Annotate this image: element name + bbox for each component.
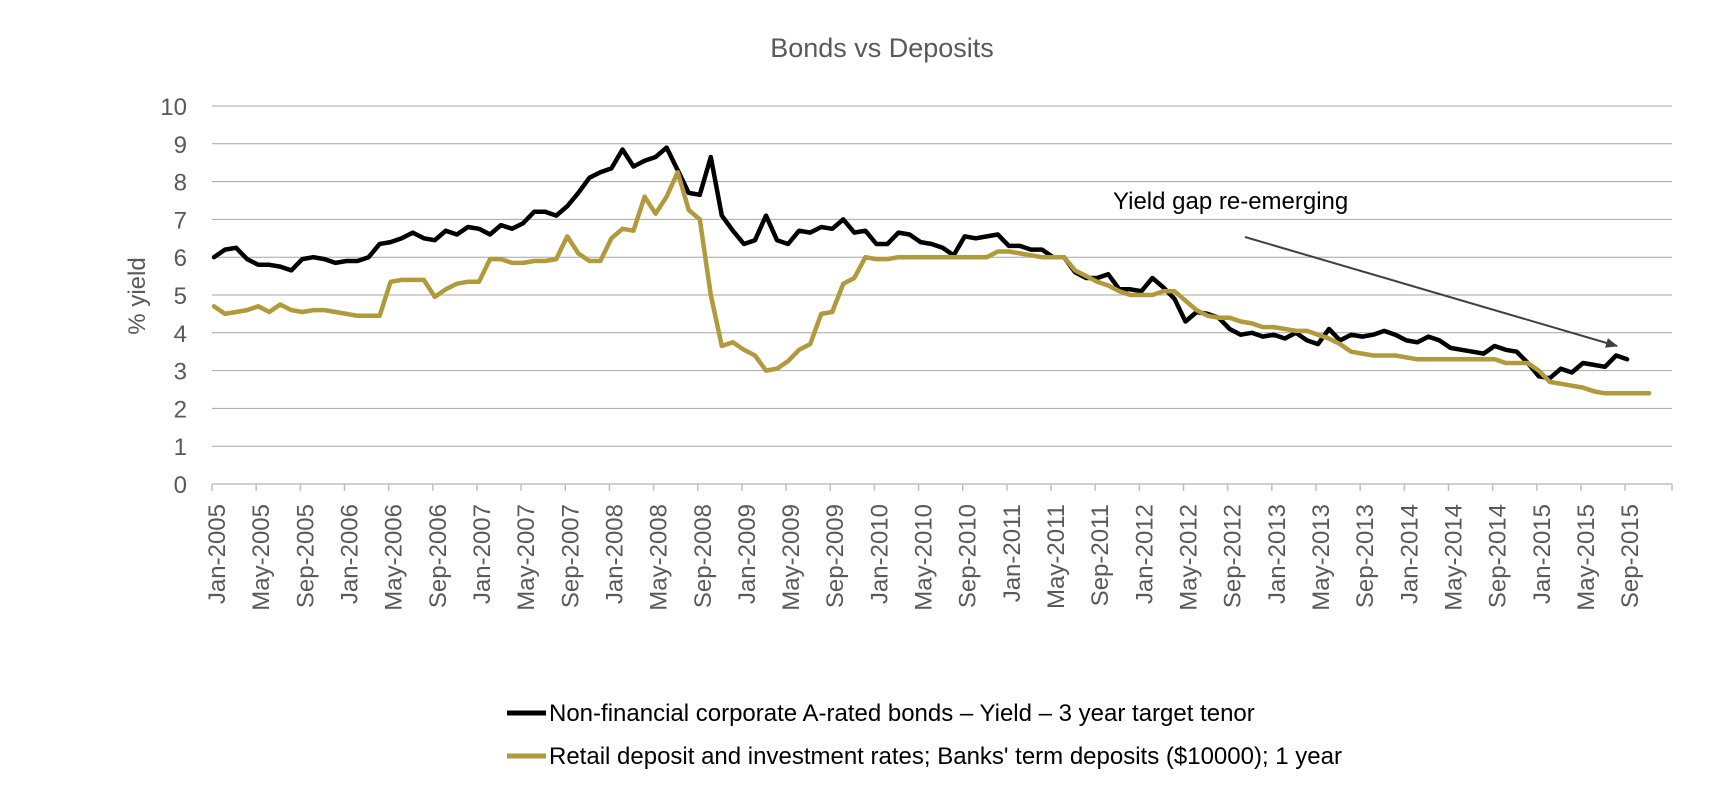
x-tick-label: Jan-2015 <box>1529 504 1556 604</box>
x-tick-label: Sep-2011 <box>1087 504 1114 606</box>
x-tick-label: May-2005 <box>248 504 275 611</box>
y-tick-label: 9 <box>174 132 187 159</box>
x-tick-label: May-2007 <box>513 504 540 611</box>
x-tick-label: May-2010 <box>911 504 938 611</box>
series-line-0 <box>211 145 1630 381</box>
x-tick-label: Sep-2013 <box>1352 504 1379 608</box>
y-tick-label: 2 <box>174 396 187 423</box>
x-tick-label: Jan-2011 <box>999 504 1026 602</box>
x-tick-label: Sep-2007 <box>557 504 584 608</box>
x-tick-label: May-2015 <box>1573 504 1600 611</box>
y-tick-label: 4 <box>174 321 187 348</box>
x-tick-label: Sep-2010 <box>955 504 982 608</box>
x-tick-label: Sep-2012 <box>1220 504 1247 608</box>
x-tick-label: Jan-2005 <box>204 504 231 604</box>
x-tick-label: Jan-2008 <box>601 504 628 604</box>
legend-label-bonds: Non-financial corporate A-rated bonds – … <box>549 700 1255 727</box>
y-tick-label: 6 <box>174 245 187 272</box>
x-tick-label: May-2014 <box>1440 504 1467 611</box>
x-tick-label: May-2008 <box>646 504 673 611</box>
y-tick-label: 0 <box>174 472 187 499</box>
gridlines <box>212 105 1672 447</box>
x-tick-label: Sep-2008 <box>690 504 717 608</box>
x-tick-label: Sep-2009 <box>822 504 849 608</box>
y-axis-ticks: 0 1 2 3 4 5 6 7 8 9 10 <box>160 94 187 499</box>
x-tick-label: Jan-2009 <box>734 504 761 604</box>
x-tick-label: Jan-2014 <box>1396 504 1423 604</box>
y-tick-label: 1 <box>174 434 187 461</box>
x-tick-label: Sep-2014 <box>1485 504 1512 608</box>
x-tick-label: Jan-2006 <box>336 504 363 604</box>
x-tick-label: May-2011 <box>1043 504 1070 609</box>
x-axis-ticks: Jan-2005 May-2005 Sep-2005 Jan-2006 May-2006… <box>204 484 1673 611</box>
x-tick-label: Sep-2015 <box>1617 504 1644 608</box>
y-tick-label: 7 <box>174 207 187 234</box>
x-tick-label: Sep-2006 <box>425 504 452 608</box>
x-tick-label: Sep-2005 <box>292 504 319 608</box>
y-tick-label: 10 <box>160 94 187 121</box>
x-tick-label: May-2006 <box>381 504 408 611</box>
y-tick-label: 3 <box>174 359 187 386</box>
x-tick-label: Jan-2013 <box>1264 504 1291 604</box>
legend-label-deposits: Retail deposit and investment rates; Ban… <box>549 743 1342 770</box>
x-tick-label: Jan-2010 <box>866 504 893 604</box>
x-tick-label: Jan-2012 <box>1131 504 1158 604</box>
y-tick-label: 5 <box>174 283 187 310</box>
chart-title: Bonds vs Deposits <box>770 33 994 63</box>
legend: Non-financial corporate A-rated bonds – … <box>507 700 1342 770</box>
x-tick-label: Jan-2007 <box>469 504 496 604</box>
series-line-1 <box>211 169 1652 396</box>
y-axis-label: % yield <box>124 257 151 334</box>
annotation-arrow <box>1244 236 1618 348</box>
x-tick-label: May-2013 <box>1308 504 1335 611</box>
annotation-text: Yield gap re-emerging <box>1113 188 1348 215</box>
series-lines <box>211 145 1652 396</box>
x-tick-label: May-2009 <box>778 504 805 611</box>
y-tick-label: 8 <box>174 170 187 197</box>
x-tick-label: May-2012 <box>1176 504 1203 611</box>
